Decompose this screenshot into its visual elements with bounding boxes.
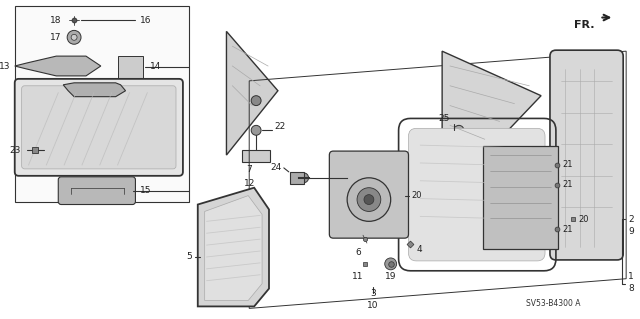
Text: 23: 23 [10,145,20,155]
Circle shape [251,96,261,106]
Circle shape [385,258,397,270]
Polygon shape [198,188,269,307]
Text: 13: 13 [0,62,11,70]
FancyBboxPatch shape [408,128,545,261]
Bar [290,172,303,184]
Text: 25: 25 [438,114,450,123]
Text: 21: 21 [563,180,573,189]
Polygon shape [442,51,541,200]
Text: 20: 20 [579,215,589,224]
Text: 9: 9 [628,227,634,236]
FancyBboxPatch shape [550,50,623,260]
Text: 12: 12 [244,179,255,188]
Text: 2: 2 [628,215,634,224]
Polygon shape [15,56,101,76]
Text: 21: 21 [563,225,573,234]
Bar [15,6,189,202]
Text: 15: 15 [140,186,152,195]
Circle shape [357,188,381,211]
Polygon shape [227,31,278,155]
Text: 4: 4 [417,245,422,254]
Circle shape [364,195,374,204]
Text: 8: 8 [628,284,634,293]
Text: 20: 20 [412,191,422,200]
Circle shape [454,125,464,135]
Polygon shape [63,83,125,97]
Text: 11: 11 [352,272,364,281]
Text: 6: 6 [355,248,361,256]
Text: FR.: FR. [573,19,594,30]
FancyBboxPatch shape [330,151,408,238]
FancyBboxPatch shape [22,86,176,169]
Text: SV53-B4300 A: SV53-B4300 A [526,299,580,308]
Text: 21: 21 [563,160,573,169]
Text: 5: 5 [186,252,192,262]
Circle shape [251,125,261,135]
FancyBboxPatch shape [15,79,183,176]
Polygon shape [118,56,143,79]
Text: 19: 19 [385,272,396,281]
Circle shape [67,30,81,44]
Text: 17: 17 [50,33,61,42]
Circle shape [71,34,77,40]
Text: 3: 3 [370,289,376,298]
Text: 10: 10 [367,301,379,310]
Circle shape [347,178,390,221]
Bar [243,150,270,162]
Text: 14: 14 [150,63,162,71]
Circle shape [299,173,308,183]
Text: 7: 7 [246,165,252,174]
Text: 22: 22 [274,122,285,131]
Text: 18: 18 [50,16,61,25]
Text: 1: 1 [628,272,634,281]
FancyBboxPatch shape [58,177,136,204]
Text: 16: 16 [140,16,152,25]
FancyBboxPatch shape [483,146,558,249]
Text: 24: 24 [271,163,282,172]
Polygon shape [205,196,262,300]
